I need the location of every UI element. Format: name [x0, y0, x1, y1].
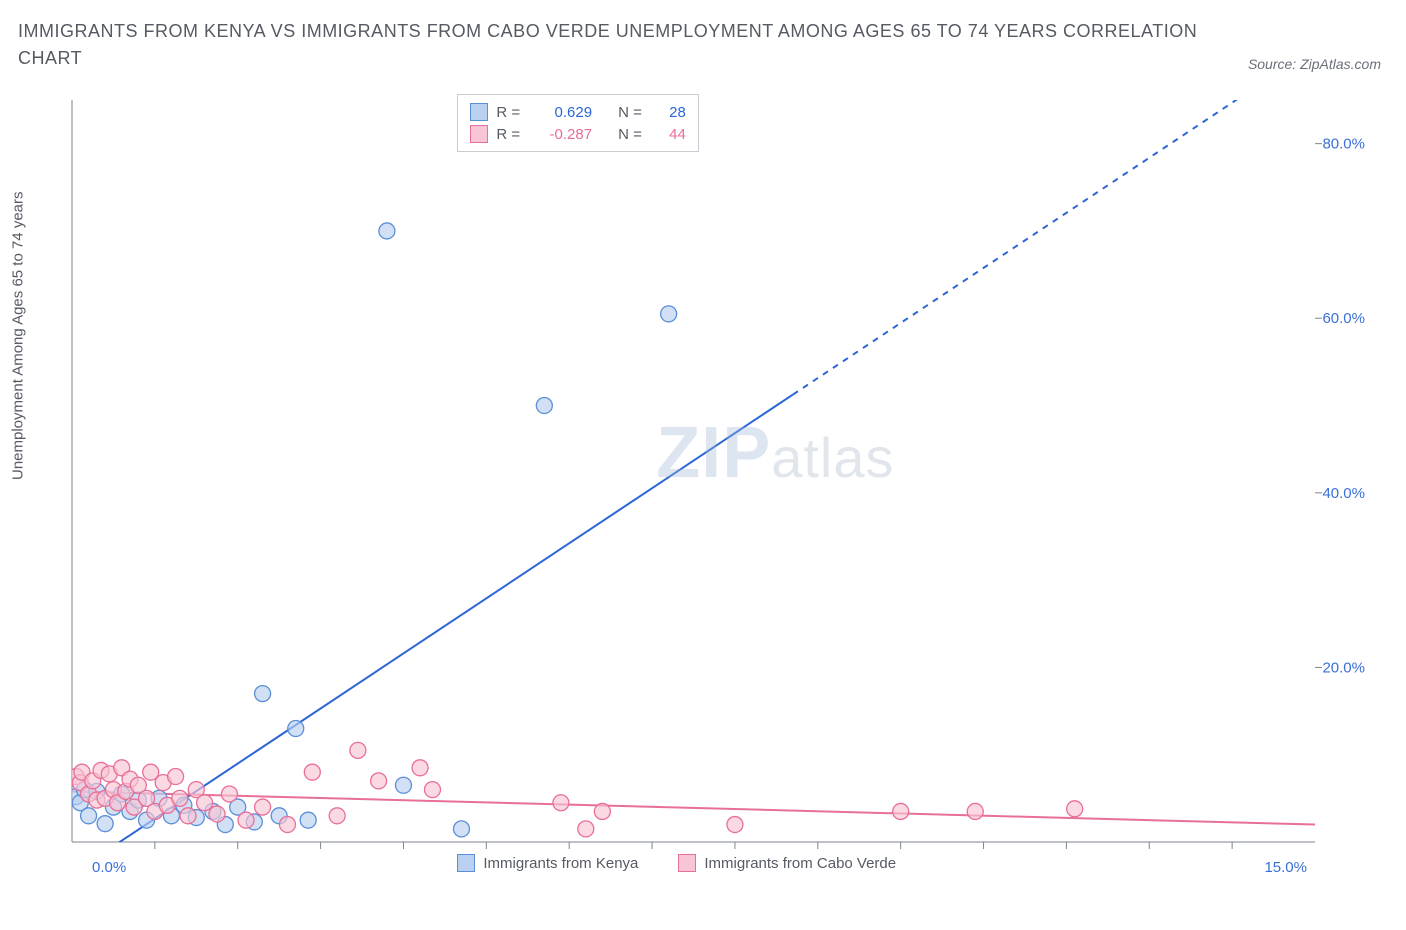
- data-point: [727, 817, 743, 833]
- data-point: [893, 803, 909, 819]
- data-point: [238, 812, 254, 828]
- data-point: [168, 769, 184, 785]
- data-point: [967, 803, 983, 819]
- chart-title: IMMIGRANTS FROM KENYA VS IMMIGRANTS FROM…: [18, 18, 1218, 72]
- data-point: [97, 816, 113, 832]
- r-value: -0.287: [528, 126, 592, 143]
- source-attribution: Source: ZipAtlas.com: [1248, 56, 1381, 72]
- data-point: [412, 760, 428, 776]
- n-value: 44: [650, 126, 686, 143]
- r-label: R =: [496, 126, 520, 143]
- legend-swatch: [470, 103, 488, 121]
- y-tick-label: 20.0%: [1322, 659, 1365, 676]
- data-point: [350, 742, 366, 758]
- data-point: [395, 777, 411, 793]
- r-label: R =: [496, 104, 520, 121]
- n-value: 28: [650, 104, 686, 121]
- data-point: [180, 808, 196, 824]
- data-point: [661, 306, 677, 322]
- y-tick-label: 60.0%: [1322, 310, 1365, 327]
- data-point: [371, 773, 387, 789]
- data-point: [424, 782, 440, 798]
- data-point: [578, 821, 594, 837]
- stats-legend: R = 0.629 N = 28 R = -0.287 N = 44: [457, 94, 699, 152]
- legend-label: Immigrants from Cabo Verde: [704, 855, 896, 872]
- data-point: [329, 808, 345, 824]
- n-label: N =: [618, 104, 642, 121]
- data-point: [255, 686, 271, 702]
- data-point: [209, 806, 225, 822]
- data-point: [453, 821, 469, 837]
- data-point: [536, 398, 552, 414]
- data-point: [221, 786, 237, 802]
- data-point: [197, 795, 213, 811]
- data-point: [594, 803, 610, 819]
- data-point: [255, 799, 271, 815]
- data-point: [300, 812, 316, 828]
- y-tick-label: 80.0%: [1322, 136, 1365, 153]
- scatter-chart-svg: 0.0% 15.0% 20.0% 40.0% 60.0% 80.0%: [60, 92, 1390, 882]
- x-tick-label: 15.0%: [1264, 859, 1307, 876]
- stats-row: R = 0.629 N = 28: [470, 101, 686, 123]
- data-point: [1067, 801, 1083, 817]
- r-value: 0.629: [528, 104, 592, 121]
- data-point: [172, 790, 188, 806]
- data-point: [288, 721, 304, 737]
- data-point: [379, 223, 395, 239]
- legend-swatch: [678, 854, 696, 872]
- plot-area: 0.0%15.0%20.0%40.0%60.0%80.0% ZIPatlas R…: [60, 92, 1390, 882]
- legend-item: Immigrants from Kenya: [457, 854, 638, 872]
- stats-row: R = -0.287 N = 44: [470, 123, 686, 145]
- legend-item: Immigrants from Cabo Verde: [678, 854, 896, 872]
- legend-label: Immigrants from Kenya: [483, 855, 638, 872]
- data-point: [81, 808, 97, 824]
- y-tick-label: 40.0%: [1322, 485, 1365, 502]
- data-point: [279, 817, 295, 833]
- trend-line-extrapolated: [793, 92, 1315, 395]
- chart-container: IMMIGRANTS FROM KENYA VS IMMIGRANTS FROM…: [0, 0, 1406, 930]
- data-point: [304, 764, 320, 780]
- x-tick-label: 0.0%: [92, 859, 126, 876]
- legend-swatch: [470, 125, 488, 143]
- data-point: [553, 795, 569, 811]
- legend-swatch: [457, 854, 475, 872]
- n-label: N =: [618, 126, 642, 143]
- y-axis-label: Unemployment Among Ages 65 to 74 years: [10, 191, 27, 480]
- series-legend: Immigrants from Kenya Immigrants from Cab…: [457, 854, 896, 872]
